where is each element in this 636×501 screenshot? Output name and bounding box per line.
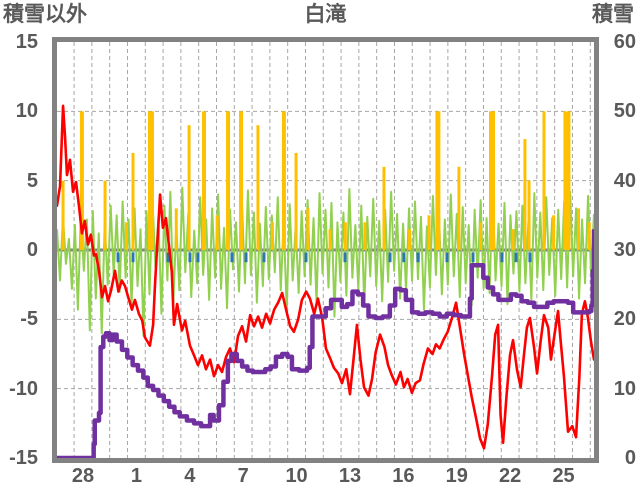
bar-sunshine-bars: [511, 229, 515, 250]
bar-sunshine-bars: [407, 229, 411, 250]
tick-precip-ticks: [416, 252, 420, 263]
tick-precip-ticks: [166, 252, 170, 263]
y-right-tick-label: 30: [613, 239, 636, 261]
x-tick-label: 13: [338, 465, 362, 487]
bar-sunshine-bars: [270, 222, 274, 250]
bar-sunshine-bars: [427, 215, 431, 250]
tick-precip-ticks: [528, 252, 532, 263]
tick-precip-ticks: [500, 252, 504, 263]
bar-sunshine-bars: [61, 180, 65, 250]
bar-sunshine-bars: [256, 125, 260, 250]
x-tick-label: 19: [445, 465, 468, 487]
bar-sunshine-bars: [523, 139, 527, 250]
tick-precip-ticks: [131, 252, 135, 263]
bar-sunshine-bars: [103, 180, 107, 250]
bar-sunshine-bars: [363, 222, 367, 250]
bar-sunshine-bars: [542, 111, 546, 250]
bar-sunshine-bars: [79, 111, 84, 250]
tick-precip-ticks: [196, 252, 200, 263]
y-right-tick-label: 60: [613, 31, 636, 53]
bar-sunshine-bars: [552, 215, 556, 250]
tick-precip-ticks: [244, 252, 248, 263]
x-tick-label: 28: [71, 465, 95, 487]
tick-precip-ticks: [402, 252, 406, 263]
bar-sunshine-bars: [527, 180, 531, 250]
y-right-tick-label: 40: [613, 169, 636, 192]
bar-sunshine-bars: [382, 166, 386, 250]
bar-sunshine-bars: [187, 125, 191, 250]
bar-sunshine-bars: [147, 111, 154, 250]
left-axis-title: 積雪以外: [3, 3, 87, 26]
plot-border: [52, 37, 599, 463]
x-tick-label: 4: [184, 465, 196, 487]
bar-sunshine-bars: [489, 111, 496, 250]
x-tick-label: 22: [499, 465, 522, 487]
series-group: [57, 104, 594, 458]
y-left-tick-label: 10: [15, 100, 38, 123]
bar-sunshine-bars: [306, 208, 310, 250]
bar-sunshine-bars: [577, 208, 581, 250]
bar-sunshine-bars: [215, 215, 219, 250]
x-tick-label: 10: [285, 465, 308, 487]
bar-sunshine-bars: [587, 222, 591, 250]
x-tick-label: 7: [237, 465, 249, 487]
tick-precip-ticks: [343, 252, 347, 263]
bar-sunshine-bars: [226, 111, 231, 250]
tick-precip-ticks: [116, 252, 120, 263]
y-left-tick-label: -15: [9, 447, 38, 469]
tick-precip-ticks: [445, 252, 449, 263]
x-tick-label: 16: [392, 465, 415, 487]
x-tick-label: 25: [552, 465, 575, 487]
y-left-tick-label: 15: [15, 31, 38, 53]
bar-sunshine-bars: [239, 111, 244, 250]
bar-sunshine-bars: [343, 222, 347, 250]
tick-precip-ticks: [262, 252, 266, 263]
series-wind-oscillation: [57, 186, 594, 337]
bar-sunshine-bars: [435, 111, 441, 250]
y-left-tick-label: -10: [9, 377, 38, 400]
tick-precip-ticks: [304, 252, 308, 263]
series-snow-depth: [57, 229, 594, 458]
y-right-tick-label: 0: [624, 447, 636, 469]
right-axis-title: 積雪: [592, 3, 634, 26]
bar-sunshine-bars: [479, 222, 483, 250]
y-left-tick-label: -5: [20, 308, 38, 331]
tick-precip-ticks: [230, 252, 234, 263]
y-right-tick-label: 50: [613, 100, 636, 123]
bar-sunshine-bars: [174, 208, 178, 250]
bar-sunshine-bars: [202, 111, 207, 250]
y-right-tick-label: 20: [613, 308, 636, 331]
bar-sunshine-bars: [131, 152, 135, 250]
bar-sunshine-bars: [328, 229, 332, 250]
tick-precip-ticks: [388, 252, 392, 263]
chart-title: 白滝: [304, 3, 347, 26]
x-tick-label: 1: [130, 465, 142, 487]
bar-sunshine-bars: [294, 152, 298, 250]
y-right-tick-label: 10: [613, 377, 636, 400]
tick-precip-ticks: [471, 252, 475, 263]
series-temperature: [57, 104, 594, 450]
bar-sunshine-bars: [281, 111, 286, 250]
tick-precip-ticks: [514, 252, 518, 263]
bar-sunshine-bars: [124, 222, 128, 250]
y-left-tick-label: 5: [26, 169, 38, 192]
tick-precip-ticks: [188, 252, 192, 263]
bar-sunshine-bars: [457, 166, 461, 250]
bar-sunshine-bars: [563, 111, 571, 250]
y-left-tick-label: 0: [26, 239, 38, 261]
